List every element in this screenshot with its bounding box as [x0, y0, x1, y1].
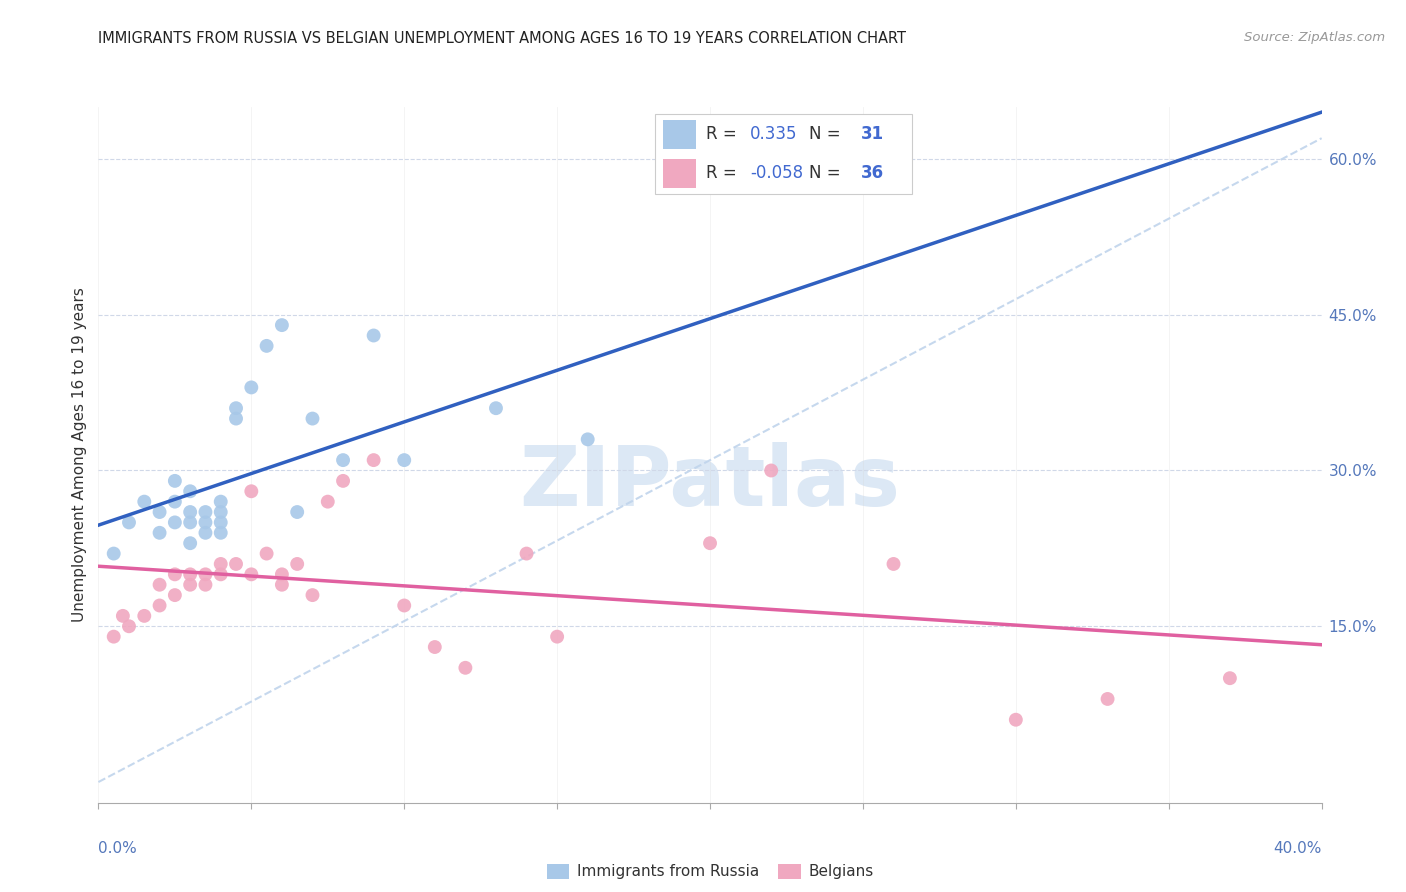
Point — [256, 547, 278, 561]
Point — [270, 318, 292, 332]
Point — [316, 494, 339, 508]
FancyBboxPatch shape — [655, 114, 912, 194]
Text: N =: N = — [808, 126, 846, 144]
Point — [363, 328, 385, 343]
Point — [699, 536, 721, 550]
Point — [1219, 671, 1241, 685]
Y-axis label: Unemployment Among Ages 16 to 19 years: Unemployment Among Ages 16 to 19 years — [72, 287, 87, 623]
Point — [454, 661, 477, 675]
Point — [163, 494, 186, 508]
Text: 0.335: 0.335 — [749, 126, 797, 144]
Text: ZIPatlas: ZIPatlas — [520, 442, 900, 524]
Point — [149, 599, 172, 613]
Point — [179, 516, 201, 530]
FancyBboxPatch shape — [662, 120, 696, 149]
Point — [149, 578, 172, 592]
Point — [225, 411, 247, 425]
Point — [179, 578, 201, 592]
Text: R =: R = — [706, 126, 742, 144]
Text: -0.058: -0.058 — [749, 164, 803, 182]
Text: 31: 31 — [860, 126, 883, 144]
Point — [332, 453, 354, 467]
Point — [209, 494, 232, 508]
Point — [240, 484, 263, 499]
Point — [179, 567, 201, 582]
Text: 0.0%: 0.0% — [98, 841, 138, 856]
Point — [240, 567, 263, 582]
Point — [134, 608, 156, 623]
Point — [209, 557, 232, 571]
Point — [285, 505, 308, 519]
Point — [301, 588, 323, 602]
Text: 40.0%: 40.0% — [1274, 841, 1322, 856]
Point — [392, 599, 416, 613]
Point — [1004, 713, 1026, 727]
Point — [194, 505, 217, 519]
Point — [225, 401, 247, 416]
Point — [485, 401, 508, 416]
Point — [1097, 692, 1119, 706]
Point — [111, 608, 134, 623]
Point — [363, 453, 385, 467]
Point — [423, 640, 446, 654]
Point — [179, 484, 201, 499]
Point — [194, 567, 217, 582]
Point — [163, 588, 186, 602]
Point — [546, 630, 568, 644]
Point — [516, 547, 538, 561]
Text: N =: N = — [808, 164, 846, 182]
Point — [883, 557, 905, 571]
Point — [118, 619, 141, 633]
Text: 36: 36 — [860, 164, 883, 182]
Point — [149, 505, 172, 519]
Point — [179, 505, 201, 519]
Text: IMMIGRANTS FROM RUSSIA VS BELGIAN UNEMPLOYMENT AMONG AGES 16 TO 19 YEARS CORRELA: IMMIGRANTS FROM RUSSIA VS BELGIAN UNEMPL… — [98, 31, 907, 46]
Point — [194, 516, 217, 530]
Point — [209, 525, 232, 540]
Point — [209, 505, 232, 519]
Point — [209, 567, 232, 582]
Point — [118, 516, 141, 530]
Point — [163, 516, 186, 530]
Point — [301, 411, 323, 425]
Point — [332, 474, 354, 488]
Point — [179, 536, 201, 550]
Point — [240, 380, 263, 394]
Point — [194, 525, 217, 540]
Point — [163, 474, 186, 488]
Point — [194, 578, 217, 592]
Point — [103, 630, 125, 644]
Point — [163, 567, 186, 582]
Point — [392, 453, 416, 467]
Point — [103, 547, 125, 561]
Point — [149, 525, 172, 540]
Point — [270, 578, 292, 592]
Point — [225, 557, 247, 571]
Text: Source: ZipAtlas.com: Source: ZipAtlas.com — [1244, 31, 1385, 45]
Point — [256, 339, 278, 353]
FancyBboxPatch shape — [662, 159, 696, 187]
Point — [576, 433, 599, 447]
Text: R =: R = — [706, 164, 742, 182]
Point — [759, 463, 782, 477]
Point — [285, 557, 308, 571]
Point — [134, 494, 156, 508]
Legend: Immigrants from Russia, Belgians: Immigrants from Russia, Belgians — [540, 857, 880, 886]
Point — [270, 567, 292, 582]
Point — [209, 516, 232, 530]
